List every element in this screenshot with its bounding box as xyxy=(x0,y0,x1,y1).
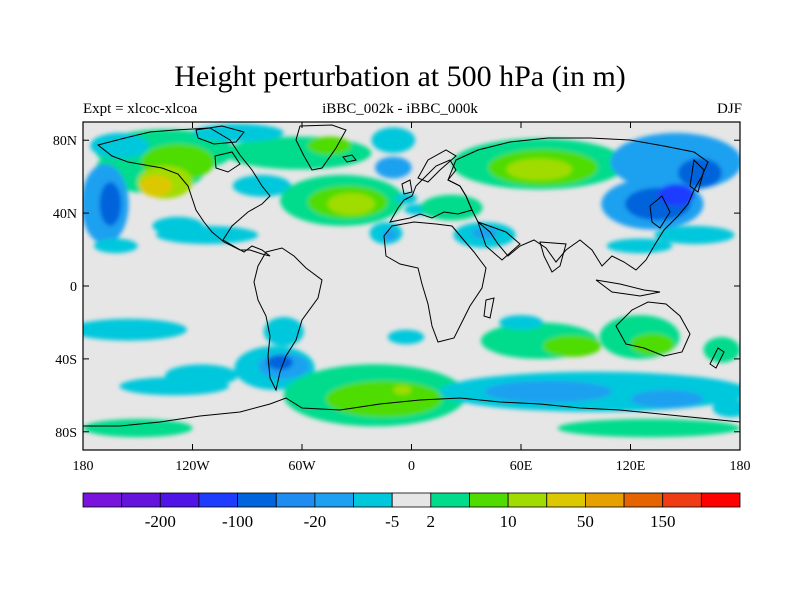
contour-region-6 xyxy=(99,182,122,226)
lat-tick-label: 80N xyxy=(53,134,77,149)
lon-tick-label: 60E xyxy=(510,459,533,474)
legend-swatch xyxy=(585,492,625,508)
contour-region-57 xyxy=(557,419,740,438)
coastline-africa xyxy=(383,221,487,343)
coastline-north-america xyxy=(96,127,271,257)
contour-region-16 xyxy=(375,156,412,179)
contour-region-29 xyxy=(506,158,573,181)
coastline-hudson-bay xyxy=(214,151,241,173)
contour-region-47 xyxy=(393,385,412,395)
legend-swatch xyxy=(353,492,393,508)
legend-label: -5 xyxy=(385,512,399,531)
legend-label: -100 xyxy=(222,512,253,531)
coastline-japan xyxy=(649,195,671,229)
legend-swatch xyxy=(121,492,161,508)
coastline-kamchatka xyxy=(689,158,705,193)
legend-swatch xyxy=(82,492,123,508)
coastline-south-america xyxy=(253,247,323,392)
legend-label: 150 xyxy=(650,512,676,531)
contour-region-26 xyxy=(471,227,498,239)
legend-swatch xyxy=(159,492,200,508)
contour-region-12 xyxy=(307,136,352,155)
contour-region-10 xyxy=(93,238,138,254)
season-label: DJF xyxy=(716,101,742,117)
coastline-scandinavia xyxy=(417,149,457,183)
contour-region-34 xyxy=(657,184,695,206)
contour-region-35 xyxy=(654,225,735,245)
contour-region-55 xyxy=(484,380,613,403)
legend-swatch xyxy=(237,492,277,508)
contour-region-43 xyxy=(119,377,230,396)
contour-region-49 xyxy=(542,335,602,357)
contour-region-22 xyxy=(420,194,483,221)
contour-region-58 xyxy=(83,419,193,438)
lat-tick-label: 0 xyxy=(70,280,77,295)
coastline-arabia xyxy=(477,221,521,261)
legend-label: -200 xyxy=(145,512,176,531)
contour-region-52 xyxy=(703,337,740,363)
contour-region-7 xyxy=(90,132,149,159)
legend-swatch xyxy=(623,492,664,508)
coastline-india xyxy=(539,241,567,273)
coastlines xyxy=(83,124,740,427)
lon-tick-label: 60W xyxy=(288,459,316,474)
legend-label: -20 xyxy=(304,512,327,531)
contour-region-24 xyxy=(382,229,397,241)
coastline-new-zealand xyxy=(709,347,725,369)
legend-swatch xyxy=(198,492,238,508)
lon-tick-label: 180 xyxy=(730,459,751,474)
lon-tick-label: 120E xyxy=(616,459,646,474)
legend-swatch xyxy=(469,492,509,508)
coastline-madagascar xyxy=(483,297,495,319)
lat-tick-label: 80S xyxy=(55,426,77,441)
legend-label: 10 xyxy=(500,512,517,531)
contour-region-4 xyxy=(139,174,173,197)
contour-region-37 xyxy=(83,318,187,341)
legend-swatch xyxy=(430,492,470,508)
experiment-label: Expt = xlcoc-xlcoa xyxy=(83,101,198,117)
contour-region-59 xyxy=(712,399,740,418)
coastline-asia xyxy=(447,137,709,271)
coastline-australia xyxy=(615,301,691,357)
color-legend: -200 -100 -20 -5 2 10 50 150 xyxy=(82,492,741,531)
coastline-british-isles xyxy=(401,179,413,195)
lon-tick-label: 0 xyxy=(408,459,415,474)
contour-region-36 xyxy=(606,238,673,254)
legend-swatch xyxy=(546,492,586,508)
legend-label: 50 xyxy=(577,512,594,531)
contour-region-46 xyxy=(325,380,443,418)
lat-tick-label: 40N xyxy=(53,207,77,222)
lon-tick-label: 120W xyxy=(175,459,210,474)
contour-region-53 xyxy=(499,315,543,330)
legend-label: 2 xyxy=(427,512,436,531)
legend-swatch xyxy=(391,492,432,508)
contour-region-41 xyxy=(267,355,293,370)
coastline-arctic-islands xyxy=(195,125,245,145)
legend-swatch xyxy=(507,492,548,508)
map-title: Height perturbation at 500 hPa (in m) xyxy=(174,60,626,93)
comparison-label: iBBC_002k - iBBC_000k xyxy=(322,101,478,117)
coastline-greenland xyxy=(295,124,347,171)
lat-tick-label: 40S xyxy=(55,353,77,368)
contour-region-9 xyxy=(156,225,259,245)
axis-ticks: 180 120W 60W 0 60E 120E 180 80N 40N 0 40S 80S xyxy=(53,122,751,474)
legend-swatch xyxy=(314,492,354,508)
contour-region-51 xyxy=(630,333,675,356)
coastline-iceland xyxy=(342,154,357,163)
contour-region-44 xyxy=(387,329,425,345)
contour-region-31 xyxy=(678,158,722,188)
coastline-antarctica xyxy=(83,397,740,427)
legend-swatch xyxy=(662,492,702,508)
contour-region-19 xyxy=(327,193,375,215)
contour-region-38 xyxy=(263,317,304,347)
legend-swatch xyxy=(275,492,316,508)
contour-region-56 xyxy=(630,389,704,409)
lon-tick-label: 180 xyxy=(73,459,94,474)
coastline-indonesia xyxy=(595,279,661,297)
contour-region-14 xyxy=(371,127,416,153)
legend-swatch xyxy=(700,492,741,508)
contour-region-13 xyxy=(192,123,284,142)
